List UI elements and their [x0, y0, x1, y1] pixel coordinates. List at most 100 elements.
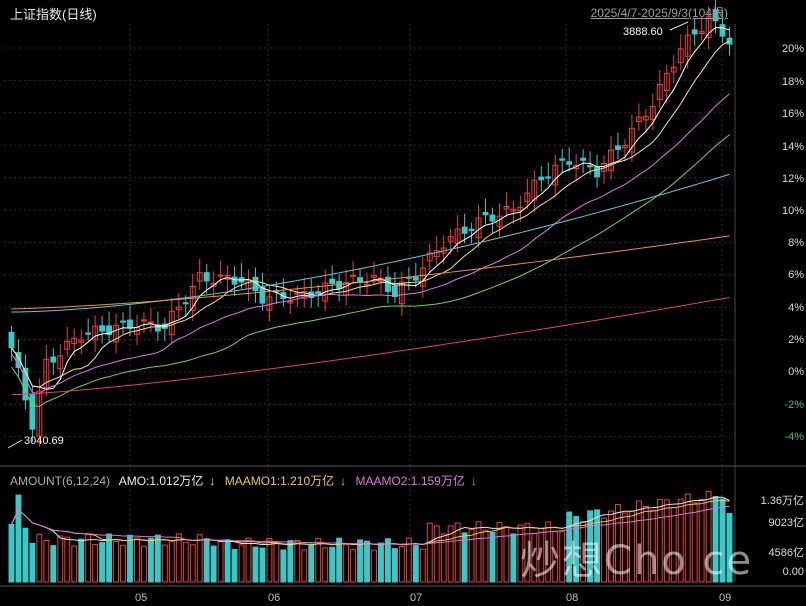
volume-bar [175, 533, 182, 583]
candle-body [350, 274, 357, 277]
volume-bar [468, 528, 475, 583]
volume-bar [587, 510, 594, 583]
candle-body [196, 272, 203, 282]
volume-bar [15, 494, 22, 583]
volume-bar [106, 533, 113, 583]
x-tick: 07 [410, 592, 423, 604]
y-tick: 16% [781, 108, 804, 120]
amount-indicator-header: AMOUNT(6,12,24) AMO:1.012万亿 ↓ MAAMO1:1.21… [10, 472, 483, 489]
volume-bar [36, 533, 43, 583]
candle-body [120, 320, 126, 323]
date-range-link[interactable]: 2025/4/7-2025/9/3(104根) [590, 6, 728, 20]
low-marker [7, 439, 23, 449]
volume-bar [301, 549, 308, 583]
volume-bar [538, 528, 545, 583]
volume-bar [287, 540, 294, 583]
volume-bar [510, 533, 517, 583]
ma30-line [11, 134, 730, 408]
candle-body [712, 9, 719, 22]
candle-body [168, 310, 175, 336]
high-marker [669, 21, 689, 31]
candle-body [615, 145, 621, 150]
candle-body [426, 252, 433, 262]
volume-bar [329, 546, 336, 583]
volume-bar [245, 537, 252, 583]
volume-bar [705, 490, 712, 583]
volume-bar [594, 509, 601, 583]
candle-body [287, 300, 294, 304]
volume-bar [315, 537, 322, 583]
candle-body [538, 176, 545, 181]
volume-bar [147, 537, 154, 583]
x-tick: 05 [135, 592, 148, 604]
candle-body [57, 355, 64, 370]
candle-body [8, 331, 15, 349]
volume-bar [677, 498, 684, 583]
volume-bar [384, 538, 391, 583]
candle-body [649, 106, 656, 121]
volume-bar [259, 547, 266, 583]
volume-bar [266, 537, 273, 583]
candle-body [587, 165, 594, 168]
y-tick: -4% [784, 431, 804, 443]
volume-bar [294, 539, 301, 583]
x-tick: 08 [566, 592, 579, 604]
volume-bar [238, 544, 245, 583]
volume-bar [524, 523, 531, 583]
low-annotation: 3040.69 [24, 435, 64, 447]
maamo2-line [11, 505, 730, 545]
y-tick: 18% [781, 76, 804, 88]
candle-body [447, 236, 454, 242]
volume-bar [656, 498, 663, 583]
volume-bar [168, 541, 175, 583]
candle-body [127, 319, 133, 329]
candle-body [573, 164, 580, 170]
candle-body [622, 145, 628, 149]
candle-body [489, 214, 496, 222]
candle-body [552, 164, 559, 186]
y-tick: 2% [788, 334, 804, 346]
volume-bar [454, 522, 461, 583]
volume-bar [398, 546, 405, 583]
candle-body [92, 325, 99, 341]
volume-bar [154, 534, 161, 583]
volume-bar [719, 498, 726, 583]
volume-bar [552, 530, 559, 583]
candle-body [231, 276, 238, 285]
volume-bar [78, 538, 85, 583]
volume-bar [405, 537, 412, 583]
volume-bar [426, 522, 433, 583]
candle-body [608, 149, 614, 172]
volume-bar [684, 493, 691, 583]
volume-bar [224, 539, 231, 583]
candle-body [203, 272, 210, 282]
candle-body [698, 31, 705, 34]
candle-body [719, 24, 726, 37]
candle-body [510, 208, 517, 212]
volume-tick: 1.36万亿 [760, 495, 804, 507]
volume-bar [8, 524, 15, 583]
candle-body [50, 356, 57, 363]
candle-body [663, 72, 670, 92]
candle-body [628, 127, 635, 153]
candle-body [78, 339, 85, 343]
volume-bar [433, 525, 440, 583]
volume-bar [29, 542, 36, 583]
candle-body [224, 274, 231, 280]
volume-bar [71, 545, 78, 583]
candle-body [259, 286, 266, 304]
candle-body [29, 393, 36, 430]
volume-bar [412, 545, 419, 583]
volume-bar [503, 526, 510, 583]
volume-bar [336, 537, 343, 583]
candle-body [684, 34, 691, 57]
candle-body [364, 283, 370, 286]
volume-bar [99, 542, 106, 583]
volume-bar [371, 549, 377, 583]
indicator-name[interactable]: AMOUNT(6,12,24) [10, 474, 111, 488]
volume-bar [622, 512, 628, 583]
amo-ma6-line [11, 496, 730, 546]
volume-bar [391, 548, 398, 583]
arrow-down-icon: ↓ [340, 474, 347, 488]
